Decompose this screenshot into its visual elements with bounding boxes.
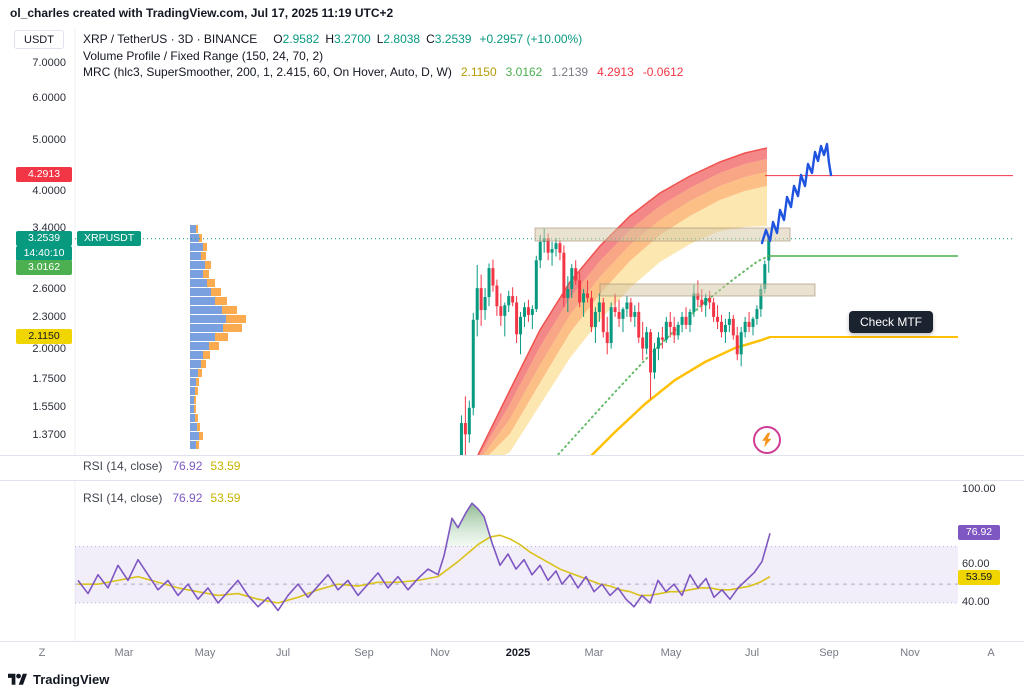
close-value: 3.2539 [434, 32, 472, 46]
time-axis-label: May [660, 647, 682, 659]
price-axis-label: 2.6000 [32, 283, 66, 295]
attribution-text: ol_charles created with TradingView.com,… [10, 6, 394, 20]
open-label: O [273, 32, 283, 46]
rsi-legend-row-1[interactable]: RSI (14, close) 76.92 53.59 [83, 459, 240, 473]
open-value: 2.9582 [282, 32, 320, 46]
symbol-price-badge: XRPUSDT [77, 231, 142, 246]
time-axis-label: 2025 [505, 647, 531, 659]
mrc-value: 4.2913 [597, 65, 634, 79]
volume-profile-title: Volume Profile / Fixed Range (150, 24, 7… [83, 49, 324, 63]
time-axis-label: Nov [430, 647, 450, 659]
price-axis-label: 6.0000 [32, 92, 66, 104]
price-unit-button[interactable]: USDT [14, 30, 64, 49]
pane-divider-1[interactable] [0, 455, 1024, 456]
quick-action-lightning-icon[interactable] [753, 426, 781, 454]
time-axis-label: Z [38, 647, 46, 659]
price-axis-label: 5.0000 [32, 134, 66, 146]
mrc-value: -0.0612 [642, 65, 684, 79]
tradingview-watermark: TradingView [8, 671, 109, 688]
rsi-axis-badge: 53.59 [958, 570, 1000, 585]
rsi-legend-row-2[interactable]: RSI (14, close) 76.92 53.59 [83, 491, 240, 505]
mrc-value: 2.1150 [460, 65, 497, 79]
change-value: +0.2957 (+10.00%) [479, 32, 583, 46]
symbol-legend: XRP / TetherUS · 3D · BINANCE O2.9582 H3.2… [83, 32, 582, 46]
price-axis-badge: 4.2913 [16, 167, 72, 182]
mrc-value: 1.2139 [551, 65, 589, 79]
time-axis-label: A [987, 647, 995, 659]
rsi-axis-label: 40.00 [962, 596, 990, 608]
pane-divider-2[interactable] [0, 480, 1024, 481]
rsi-title: RSI (14, close) [83, 459, 163, 473]
tradingview-logo-icon [8, 673, 27, 685]
symbol-title[interactable]: XRP / TetherUS · 3D · BINANCE [83, 32, 258, 46]
tradingview-brand-text: TradingView [33, 672, 110, 687]
rsi-axis-label: 100.00 [962, 483, 996, 495]
time-axis-label: Mar [114, 647, 134, 659]
time-axis-label: Sep [819, 647, 839, 659]
rsi-ma-value: 53.59 [210, 491, 241, 505]
price-axis-badge: 3.0162 [16, 260, 72, 275]
price-axis-label: 7.0000 [32, 57, 66, 69]
time-axis-divider [0, 641, 1024, 642]
time-axis-label: Jul [275, 647, 291, 659]
close-label: C [426, 32, 435, 46]
mrc-title: MRC (hlc3, SuperSmoother, 200, 1, 2.415,… [83, 65, 452, 79]
time-axis-label: May [194, 647, 216, 659]
check-mtf-label[interactable]: Check MTF [849, 311, 934, 333]
rsi-ma-value: 53.59 [210, 459, 241, 473]
price-axis-label: 1.3700 [32, 429, 66, 441]
rsi-pane-canvas[interactable] [0, 481, 1024, 641]
price-axis-label: 1.5500 [32, 401, 66, 413]
price-axis-label: 2.0000 [32, 343, 66, 355]
rsi-value: 76.92 [172, 491, 203, 505]
rsi-axis-badge: 76.92 [958, 525, 1000, 540]
lightning-bolt-icon [762, 432, 772, 448]
mrc-legend[interactable]: MRC (hlc3, SuperSmoother, 200, 1, 2.415,… [83, 65, 683, 79]
rsi-value: 76.92 [172, 459, 203, 473]
low-value: 2.8038 [383, 32, 421, 46]
high-label: H [325, 32, 334, 46]
price-axis-badge: 2.1150 [16, 329, 72, 344]
low-label: L [376, 32, 384, 46]
rsi-title: RSI (14, close) [83, 491, 163, 505]
price-chart-canvas[interactable] [0, 28, 1024, 455]
price-axis-badge: 3.2539 [16, 231, 72, 246]
time-axis-label: Jul [744, 647, 760, 659]
mrc-values: 2.1150 3.0162 1.2139 4.2913 -0.0612 [452, 65, 684, 79]
time-axis-label: Sep [354, 647, 374, 659]
price-axis-label: 2.3000 [32, 311, 66, 323]
time-axis-label: Mar [584, 647, 604, 659]
high-value: 3.2700 [334, 32, 371, 46]
volume-profile-legend[interactable]: Volume Profile / Fixed Range (150, 24, 7… [83, 49, 323, 63]
time-axis-label: Nov [900, 647, 920, 659]
mrc-value: 3.0162 [505, 65, 543, 79]
price-axis-badge: 14:40:10 [16, 246, 72, 261]
rsi-axis-label: 60.00 [962, 558, 990, 570]
price-axis-label: 4.0000 [32, 185, 66, 197]
price-axis-label: 1.7500 [32, 373, 66, 385]
